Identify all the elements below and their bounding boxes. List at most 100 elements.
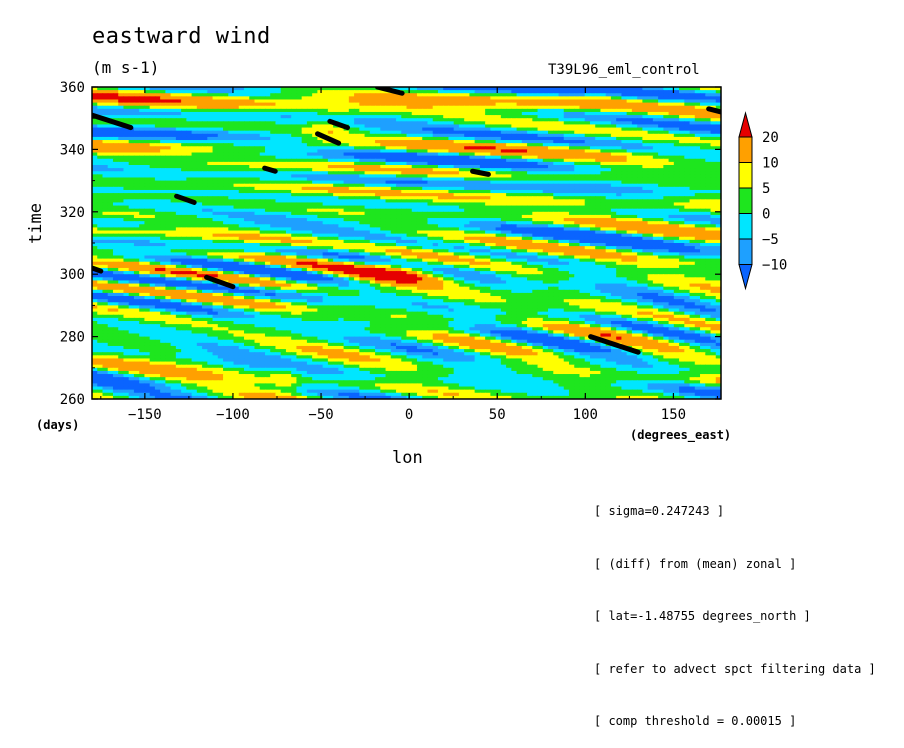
heatmap-cell [144,174,151,179]
heatmap-cell [97,146,104,150]
heatmap-cell [223,93,229,97]
heatmap-cell [658,90,664,94]
heatmap-cell [595,168,602,172]
heatmap-cell [123,211,130,216]
heatmap-cell [715,99,721,104]
heatmap-cell [579,127,586,132]
heatmap-cell [495,96,502,101]
heatmap-cell [679,189,685,194]
heatmap-cell [186,174,193,179]
heatmap-cell [154,143,161,147]
heatmap-cell [170,118,177,122]
heatmap-cell [285,136,292,141]
heatmap-cell [647,143,654,147]
heatmap-cell [715,189,721,194]
heatmap-cell [563,146,570,150]
heatmap-cell [485,90,491,94]
heatmap-cell [637,133,643,138]
heatmap-cell [133,155,140,160]
heatmap-cell [464,205,470,210]
heatmap-cell [102,108,109,113]
heatmap-cell [312,186,318,191]
heatmap-cell [521,149,528,154]
heatmap-cell [453,165,460,169]
heatmap-cell [432,186,439,191]
heatmap-cell [186,115,193,119]
heatmap-cell [553,174,560,179]
heatmap-cell [348,168,355,172]
heatmap-cell [139,136,146,141]
heatmap-cell [259,118,266,122]
heatmap-cell [658,168,664,172]
heatmap-cell [196,96,203,101]
heatmap-cell [464,155,470,160]
heatmap-cell [432,105,439,110]
heatmap-cell [673,96,680,101]
heatmap-cell [715,124,721,129]
heatmap-cell [684,99,691,104]
heatmap-cell [631,152,638,157]
heatmap-cell [626,124,633,129]
heatmap-cell [380,177,387,182]
heatmap-cell [495,130,502,135]
heatmap-cell [610,118,617,122]
heatmap-cell [354,171,360,175]
heatmap-cell [427,171,434,175]
heatmap-cell [558,121,565,126]
heatmap-cell [411,149,418,154]
heatmap-cell [228,180,235,185]
heatmap-cell [301,180,308,185]
heatmap-cell [306,208,313,213]
heatmap-cell [479,93,486,97]
heatmap-cell [700,165,706,169]
heatmap-cell [558,208,565,213]
heatmap-cell [589,205,596,210]
heatmap-cell [500,211,507,216]
heatmap-cell [616,140,623,144]
heatmap-cell [223,189,229,194]
heatmap-cell [396,171,402,175]
heatmap-cell [673,208,680,213]
heatmap-cell [149,146,156,150]
heatmap-cell [228,140,235,144]
heatmap-cell [254,133,261,138]
heatmap-cell [448,143,455,147]
heatmap-cell [285,90,292,94]
heatmap-cell [432,183,439,188]
heatmap-cell [416,152,423,157]
heatmap-cell [123,87,130,91]
heatmap-cell [437,96,444,101]
heatmap-cell [212,102,219,107]
heatmap-cell [521,199,528,204]
heatmap-cell [458,140,465,144]
heatmap-cell [333,196,339,200]
heatmap-cell [668,143,675,147]
heatmap-cell [275,118,282,122]
heatmap-cell [144,105,151,110]
heatmap-cell [616,105,623,110]
heatmap-cell [92,168,98,172]
heatmap-cell [490,143,497,147]
heatmap-cell [296,90,303,94]
heatmap-cell [495,102,502,107]
heatmap-cell [668,193,675,197]
heatmap-cell [312,174,318,179]
heatmap-cell [637,186,643,191]
heatmap-cell [280,174,287,179]
heatmap-cell [584,127,591,132]
heatmap-cell [453,152,460,157]
heatmap-cell [123,118,130,122]
heatmap-cell [479,136,486,141]
heatmap-cell [437,90,444,94]
heatmap-cell [406,155,413,160]
heatmap-cell [479,118,486,122]
heatmap-cell [196,183,203,188]
heatmap-cell [270,161,277,166]
heatmap-cell [621,168,628,172]
heatmap-cell [647,105,654,110]
heatmap-cell [574,205,581,210]
heatmap-cell [264,183,271,188]
heatmap-cell [715,161,721,166]
heatmap-cell [238,99,245,104]
heatmap-cell [118,196,125,200]
